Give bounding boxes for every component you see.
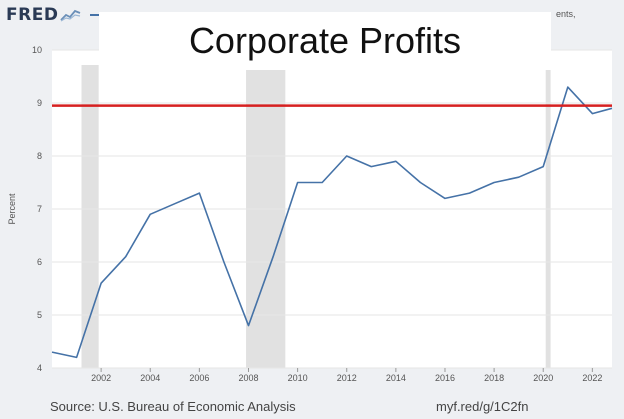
source-note: Source: U.S. Bureau of Economic Analysis xyxy=(50,399,296,414)
y-axis-label: Percent xyxy=(7,193,17,225)
xtick-label-2012: 2012 xyxy=(337,373,357,383)
header-text: ents, xyxy=(556,9,576,19)
xtick-label-2006: 2006 xyxy=(189,373,209,383)
xtick-label-2016: 2016 xyxy=(435,373,455,383)
xtick-label-2004: 2004 xyxy=(140,373,160,383)
recession-band-0 xyxy=(81,65,99,368)
fred-chart-icon xyxy=(60,9,81,22)
ytick-label-6: 6 xyxy=(37,257,42,267)
series-legend-line xyxy=(90,14,103,16)
ytick-label-7: 7 xyxy=(37,204,42,214)
xtick-label-2010: 2010 xyxy=(288,373,308,383)
chart-title: Corporate Profits xyxy=(188,20,462,61)
recession-band-2 xyxy=(545,65,551,368)
fred-logo: FRED xyxy=(6,5,59,25)
ytick-label-8: 8 xyxy=(37,151,42,161)
ytick-label-10: 10 xyxy=(32,45,42,55)
xtick-label-2018: 2018 xyxy=(484,373,504,383)
recession-band-1 xyxy=(246,65,286,368)
ytick-label-4: 4 xyxy=(37,363,42,373)
xtick-label-2020: 2020 xyxy=(533,373,553,383)
ytick-label-5: 5 xyxy=(37,310,42,320)
title-box: Corporate Profits xyxy=(99,12,551,70)
xtick-label-2022: 2022 xyxy=(582,373,602,383)
fred-header: FRED xyxy=(6,4,103,26)
ytick-label-9: 9 xyxy=(37,98,42,108)
xtick-label-2008: 2008 xyxy=(238,373,258,383)
short-url-link[interactable]: myf.red/g/1C2fn xyxy=(436,399,529,414)
series-line xyxy=(51,86,613,359)
xtick-label-2014: 2014 xyxy=(386,373,406,383)
xtick-label-2002: 2002 xyxy=(91,373,111,383)
